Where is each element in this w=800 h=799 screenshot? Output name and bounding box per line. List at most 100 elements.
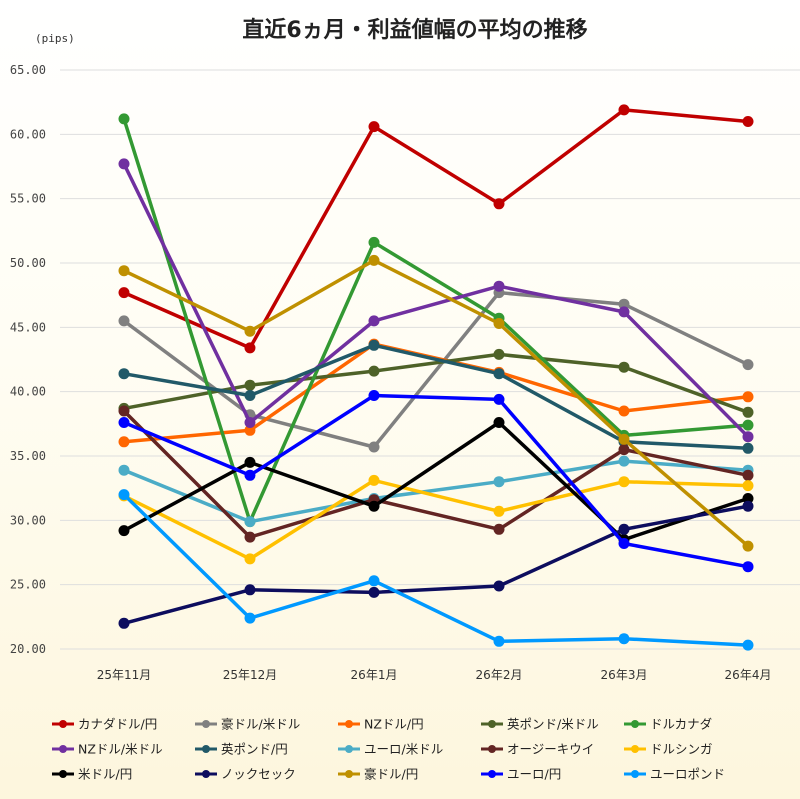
legend-swatch-marker	[345, 745, 353, 753]
legend-label: 英ポンド/円	[221, 742, 288, 757]
x-tick-label: 26年4月	[725, 668, 772, 682]
series-line	[122, 420, 750, 542]
series-13	[118, 390, 754, 573]
data-point	[244, 417, 256, 428]
data-point	[368, 121, 380, 133]
legend-item: 英ポンド/円	[195, 742, 288, 757]
y-tick-label: 40.00	[10, 385, 46, 399]
data-point	[244, 390, 256, 401]
legend-item: ドルシンガ	[624, 742, 713, 757]
y-tick-label: 45.00	[10, 320, 46, 334]
legend-label: ドルカナダ	[650, 717, 712, 732]
data-point	[493, 580, 505, 592]
data-point	[368, 441, 380, 453]
data-point	[244, 342, 256, 354]
data-point	[742, 359, 754, 371]
series-line	[122, 290, 750, 449]
data-point	[493, 348, 505, 360]
data-point	[493, 476, 505, 488]
x-tick-label: 25年11月	[97, 668, 152, 682]
legend-label: 英ポンド/米ドル	[507, 717, 599, 732]
data-point	[118, 464, 130, 476]
data-point	[244, 424, 256, 436]
data-point	[118, 368, 130, 380]
data-point	[118, 489, 130, 501]
data-point	[618, 455, 630, 467]
data-point	[368, 365, 380, 377]
legend-item: 米ドル/円	[52, 767, 132, 782]
data-point	[742, 561, 754, 573]
legend-item: NZドル/円	[338, 717, 424, 732]
series-line	[122, 478, 750, 561]
data-point	[742, 639, 754, 651]
data-point	[368, 390, 380, 401]
legend-swatch-marker	[202, 720, 210, 728]
data-point	[618, 523, 630, 535]
series-line	[122, 393, 750, 569]
data-point	[244, 325, 256, 337]
data-point	[244, 553, 256, 565]
series-line	[122, 352, 750, 415]
y-tick-label: 35.00	[10, 449, 46, 463]
data-point	[118, 405, 130, 417]
y-tick-label: 50.00	[10, 256, 46, 270]
data-point	[618, 538, 630, 549]
series-line	[122, 108, 750, 350]
legend-swatch-marker	[59, 720, 67, 728]
data-point	[742, 391, 754, 403]
data-point	[618, 306, 630, 318]
series-5	[118, 158, 754, 443]
legend-swatch-marker	[488, 745, 496, 753]
legend: カナダドル/円 豪ドル/米ドル NZドル/円 英ポンド/米ドル ドルカナダ NZドル/米ド…	[52, 717, 725, 782]
legend-swatch-marker	[345, 770, 353, 778]
legend-item: 英ポンド/米ドル	[481, 717, 599, 732]
legend-label: ユーロポンド	[650, 767, 725, 782]
legend-label: 豪ドル/米ドル	[221, 717, 300, 732]
legend-label: ドルシンガ	[650, 742, 713, 757]
data-point	[493, 523, 505, 535]
data-point	[618, 633, 630, 645]
legend-swatch-marker	[202, 745, 210, 753]
data-point	[742, 480, 754, 492]
y-tick-label: 25.00	[10, 578, 46, 592]
legend-item: ドルカナダ	[624, 717, 712, 732]
data-point	[118, 417, 130, 428]
data-point	[493, 318, 505, 329]
series-10	[118, 417, 754, 546]
series-14	[118, 489, 754, 651]
series-line	[122, 504, 750, 626]
legend-item: 豪ドル/米ドル	[195, 717, 300, 732]
data-point	[742, 419, 754, 431]
data-point	[493, 505, 505, 517]
data-point	[244, 612, 256, 624]
data-point	[368, 236, 380, 248]
legend-item: 豪ドル/円	[338, 767, 418, 782]
series-line	[122, 459, 750, 524]
legend-item: ノックセック	[195, 767, 296, 782]
legend-label: NZドル/円	[364, 717, 424, 732]
data-point	[244, 379, 256, 391]
series-line	[122, 492, 750, 647]
data-point	[742, 406, 754, 418]
x-tick-label: 26年1月	[351, 668, 398, 682]
x-axis-ticks: 25年11月 25年12月 26年1月 26年2月 26年3月 26年4月	[97, 668, 772, 682]
legend-label: 米ドル/円	[78, 767, 132, 782]
series-lines	[118, 104, 754, 651]
series-line	[122, 162, 750, 439]
legend-swatch-marker	[59, 770, 67, 778]
data-point	[368, 254, 380, 266]
y-tick-label: 55.00	[10, 192, 46, 206]
legend-item: ユーロ/米ドル	[338, 742, 443, 757]
data-point	[368, 339, 380, 351]
series-line	[122, 343, 750, 451]
data-point	[118, 113, 130, 125]
x-tick-label: 26年2月	[476, 668, 523, 682]
legend-swatch-marker	[59, 745, 67, 753]
series-line	[122, 409, 750, 539]
x-tick-label: 25年12月	[223, 668, 278, 682]
data-point	[118, 287, 130, 299]
legend-swatch-marker	[631, 770, 639, 778]
series-3	[118, 348, 754, 418]
y-tick-label: 20.00	[10, 642, 46, 656]
